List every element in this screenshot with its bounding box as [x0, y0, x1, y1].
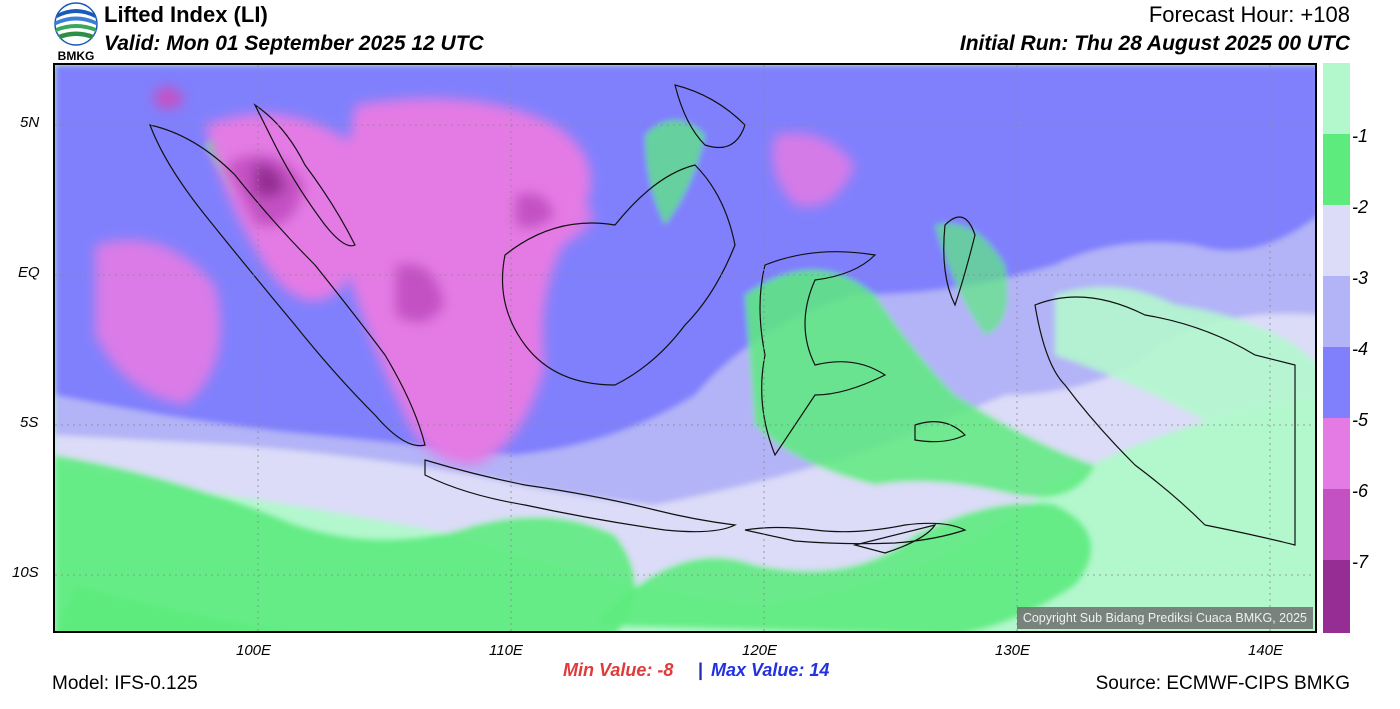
coastlines: [149, 84, 1296, 554]
legend-label: -4: [1352, 339, 1369, 359]
lon-label-120e: 120E: [742, 642, 778, 659]
legend-swatch-2: [1323, 205, 1350, 276]
valid-time: Valid: Mon 01 September 2025 12 UTC: [104, 32, 484, 55]
lifted-index-map: Copyright Sub Bidang Prediksi Cuaca BMKG…: [53, 63, 1317, 633]
bmkg-logo-icon: [54, 2, 98, 46]
lon-label-100e: 100E: [236, 642, 272, 659]
legend-swatch-7: [1323, 560, 1350, 633]
legend-label: -1: [1352, 126, 1369, 146]
lat-label-10s: 10S: [12, 564, 39, 581]
legend-colorbar: [1323, 63, 1350, 633]
source-label: Source: ECMWF-CIPS BMKG: [1095, 673, 1350, 694]
map-title: Lifted Index (LI): [104, 2, 268, 27]
copyright-notice: Copyright Sub Bidang Prediksi Cuaca BMKG…: [1016, 607, 1313, 629]
legend-swatch-1: [1323, 134, 1350, 205]
model-label: Model: IFS-0.125: [52, 673, 198, 694]
legend-label: -5: [1352, 410, 1369, 430]
legend-label: -7: [1352, 552, 1369, 572]
lat-label-5s: 5S: [20, 414, 39, 431]
lon-label-140e: 140E: [1248, 642, 1284, 659]
legend-swatch-4: [1323, 347, 1350, 418]
legend-swatch-5: [1323, 418, 1350, 489]
lat-label-eq: EQ: [18, 264, 40, 281]
bmkg-logo: BMKG: [52, 2, 100, 63]
lon-label-110e: 110E: [489, 642, 523, 659]
lat-label-5n: 5N: [20, 114, 40, 131]
legend-swatch-6: [1323, 489, 1350, 560]
legend-label: -2: [1352, 197, 1369, 217]
legend-swatch-0: [1323, 63, 1350, 134]
legend-label: -6: [1352, 481, 1369, 501]
logo-text: BMKG: [57, 49, 95, 63]
graticule: [55, 65, 1315, 631]
legend-label: -3: [1352, 268, 1369, 288]
max-value: Max Value: 14: [711, 660, 830, 680]
initial-run: Initial Run: Thu 28 August 2025 00 UTC: [959, 32, 1350, 55]
forecast-hour: Forecast Hour: +108: [1148, 2, 1350, 27]
legend-swatch-3: [1323, 276, 1350, 347]
lon-label-130e: 130E: [995, 642, 1031, 659]
minmax-separator: |: [698, 660, 704, 680]
min-value: Min Value: -8: [563, 660, 674, 680]
map-canvas: [55, 65, 1315, 631]
